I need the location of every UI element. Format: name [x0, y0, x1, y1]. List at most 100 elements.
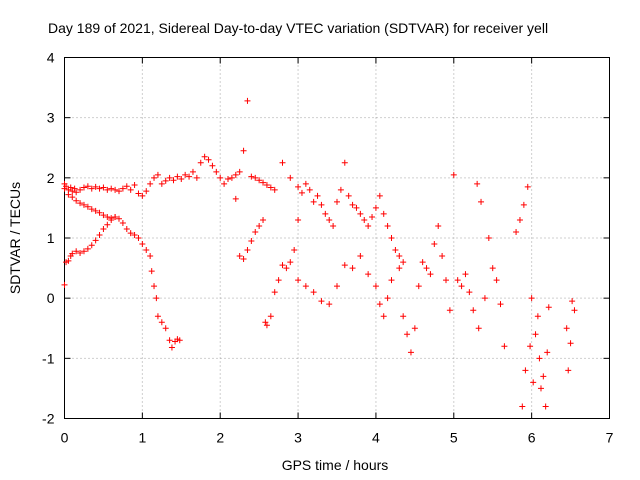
data-point	[427, 271, 434, 278]
data-point	[252, 174, 259, 181]
data-point	[563, 325, 570, 332]
data-point	[166, 174, 173, 181]
data-point	[252, 228, 259, 235]
data-point	[240, 256, 247, 263]
y-tick-label: -2	[42, 411, 55, 427]
y-axis-label: SDTVAR / TECUs	[7, 182, 23, 294]
data-point	[532, 331, 539, 338]
data-point	[271, 289, 278, 296]
data-point	[423, 265, 430, 272]
data-point	[470, 307, 477, 314]
data-point	[475, 325, 482, 332]
data-point	[116, 215, 122, 222]
y-tick-label: 0	[47, 290, 55, 306]
data-point	[357, 210, 364, 217]
grid-lines	[64, 57, 610, 419]
data-point	[189, 168, 196, 175]
data-point	[534, 313, 541, 320]
data-point	[443, 277, 449, 284]
data-point	[462, 271, 469, 278]
data-point	[544, 349, 551, 356]
data-point	[330, 222, 337, 229]
data-point	[295, 216, 302, 223]
data-point	[186, 173, 193, 180]
data-point	[337, 186, 344, 193]
data-point	[522, 367, 529, 374]
data-point	[295, 277, 302, 284]
data-point	[240, 147, 247, 154]
data-point	[147, 253, 154, 260]
x-tick-label: 2	[216, 430, 224, 446]
data-point	[353, 204, 360, 211]
data-point	[168, 344, 175, 351]
data-point	[135, 235, 142, 241]
data-point	[73, 197, 80, 204]
y-tick-label: 2	[47, 170, 55, 186]
data-point	[519, 403, 526, 410]
data-point	[205, 156, 212, 163]
data-point	[302, 180, 309, 187]
data-point	[466, 289, 473, 296]
data-point	[306, 186, 313, 193]
data-point	[365, 271, 372, 278]
data-point	[536, 355, 543, 362]
data-point	[88, 185, 95, 192]
data-point	[104, 213, 111, 220]
x-tick-label: 1	[138, 430, 146, 446]
data-point	[404, 331, 411, 338]
data-point	[112, 186, 119, 193]
data-point	[446, 307, 453, 314]
data-point	[209, 162, 216, 169]
data-point	[318, 298, 325, 305]
data-point	[334, 283, 340, 290]
data-point	[232, 195, 239, 202]
data-point	[372, 204, 379, 211]
data-point	[530, 379, 537, 386]
data-point	[295, 183, 302, 190]
data-point	[108, 185, 115, 192]
data-point	[283, 265, 290, 272]
data-point	[176, 337, 183, 344]
data-point	[380, 313, 387, 320]
data-point	[365, 222, 372, 229]
data-point	[151, 283, 158, 290]
data-point	[69, 250, 76, 257]
data-point	[158, 180, 165, 187]
data-point	[213, 168, 220, 175]
data-point	[221, 180, 228, 187]
data-point	[112, 213, 119, 220]
data-point	[108, 216, 115, 223]
data-point	[439, 253, 446, 260]
data-point	[96, 185, 103, 192]
data-point	[322, 210, 329, 217]
data-point	[92, 207, 99, 214]
data-point	[73, 189, 80, 196]
data-point	[143, 188, 150, 195]
data-point	[127, 230, 134, 237]
data-point	[166, 337, 173, 344]
data-point	[263, 322, 270, 329]
data-point	[123, 183, 130, 190]
data-point	[119, 219, 126, 226]
data-point	[225, 176, 231, 183]
data-point	[116, 188, 122, 195]
x-tick-label: 7	[606, 430, 614, 446]
data-point	[88, 242, 95, 249]
data-point	[569, 298, 576, 305]
data-point	[524, 183, 531, 190]
y-tick-label: -1	[42, 350, 55, 366]
data-point	[271, 186, 278, 193]
data-point	[260, 179, 267, 186]
data-point	[357, 253, 364, 260]
data-point	[80, 248, 87, 255]
data-point	[275, 277, 282, 284]
data-point	[80, 201, 87, 208]
data-point	[170, 177, 177, 184]
x-tick-label: 6	[528, 430, 536, 446]
data-point	[454, 277, 461, 284]
data-point	[61, 281, 68, 288]
data-point	[419, 259, 426, 266]
data-point	[147, 180, 154, 187]
data-point	[567, 340, 574, 347]
